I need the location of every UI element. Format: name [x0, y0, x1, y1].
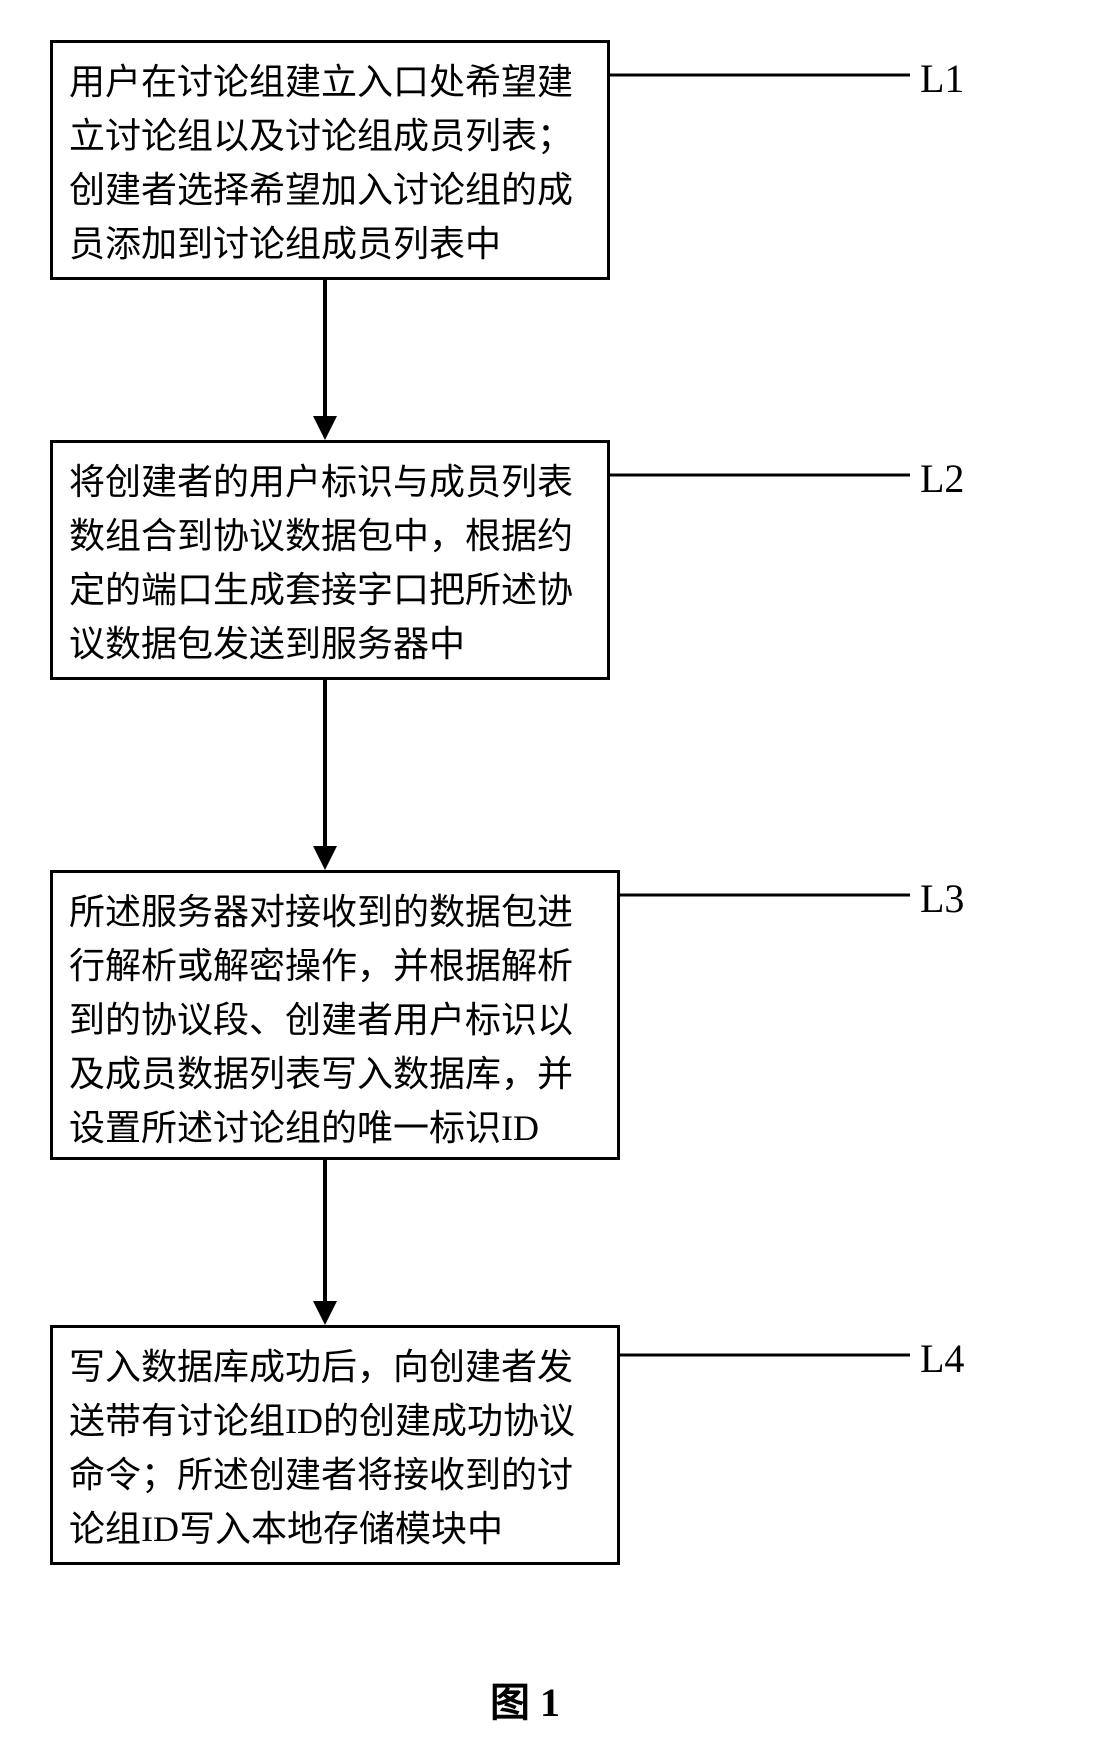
flowchart-container: 用户在讨论组建立入口处希望建立讨论组以及讨论组成员列表；创建者选择希望加入讨论组… — [0, 0, 1095, 1750]
flowchart-box-l1: 用户在讨论组建立入口处希望建立讨论组以及讨论组成员列表；创建者选择希望加入讨论组… — [50, 40, 610, 280]
box-l3-text: 所述服务器对接收到的数据包进行解析或解密操作，并根据解析到的协议段、创建者用户标… — [69, 892, 573, 1148]
arrow-1-line — [323, 280, 327, 416]
arrow-3-head — [313, 1301, 337, 1325]
arrow-2-line — [323, 680, 327, 846]
box-l4-text: 写入数据库成功后，向创建者发送带有讨论组ID的创建成功协议命令；所述创建者将接收… — [69, 1347, 575, 1549]
figure-caption: 图 1 — [490, 1670, 560, 1728]
flowchart-box-l2: 将创建者的用户标识与成员列表数组合到协议数据包中，根据约定的端口生成套接字口把所… — [50, 440, 610, 680]
box-l2-text: 将创建者的用户标识与成员列表数组合到协议数据包中，根据约定的端口生成套接字口把所… — [69, 462, 573, 664]
arrow-2-head — [313, 846, 337, 870]
arrow-1-head — [313, 416, 337, 440]
flowchart-box-l4: 写入数据库成功后，向创建者发送带有讨论组ID的创建成功协议命令；所述创建者将接收… — [50, 1325, 620, 1565]
label-l2: L2 — [920, 455, 964, 502]
connector-l3 — [620, 875, 930, 915]
connector-l1 — [610, 55, 920, 95]
label-l1: L1 — [920, 55, 964, 102]
connector-l2 — [610, 455, 920, 495]
connector-l4 — [620, 1335, 930, 1375]
arrow-3-line — [323, 1160, 327, 1301]
box-l1-text: 用户在讨论组建立入口处希望建立讨论组以及讨论组成员列表；创建者选择希望加入讨论组… — [69, 62, 573, 264]
flowchart-box-l3: 所述服务器对接收到的数据包进行解析或解密操作，并根据解析到的协议段、创建者用户标… — [50, 870, 620, 1160]
